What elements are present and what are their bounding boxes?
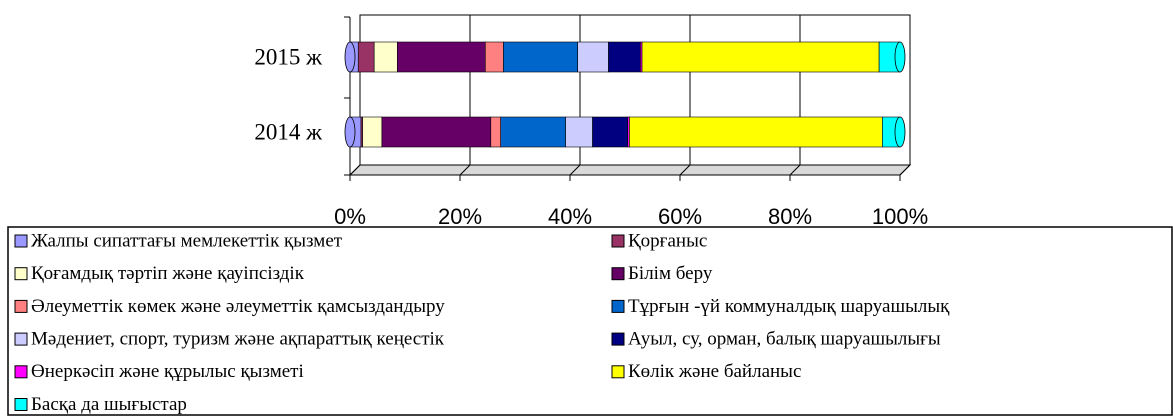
legend-swatch: [14, 234, 28, 248]
legend-swatch: [611, 299, 625, 313]
legend-label: Өнеркәсіп және құрылыс қызметі: [31, 361, 304, 382]
bar-body: [490, 116, 501, 148]
bar-segment: [503, 41, 579, 73]
bar-segment: [362, 116, 383, 148]
legend-label: Әлеуметтік көмек және әлеуметтік қамсызд…: [31, 296, 445, 317]
bar-body: [381, 116, 492, 148]
grid-line: [899, 15, 911, 176]
legend-swatch: [14, 299, 28, 313]
x-tick-label: 80%: [768, 204, 812, 229]
legend-label: Көлік және байланыс: [628, 361, 801, 382]
legend-box: [7, 226, 1173, 416]
bar-body: [484, 41, 504, 73]
legend-label: Ауыл, су, орман, балық шаруашылығы: [628, 328, 941, 349]
legend-swatch: [611, 267, 625, 281]
legend-swatch: [14, 398, 28, 411]
y-tick-label: 2015 ж: [254, 44, 322, 69]
bar-body: [577, 41, 609, 73]
floor: [348, 164, 912, 176]
bar-segment: [396, 41, 486, 73]
bar-segment: [490, 116, 501, 148]
bar-body: [503, 41, 579, 73]
bar-segment: [357, 41, 375, 73]
bar-body: [357, 41, 375, 73]
legend-swatch: [14, 332, 28, 346]
bar-segment: [500, 116, 566, 148]
bar-segment: [484, 41, 504, 73]
grid-line: [349, 15, 361, 176]
bar-segment: [608, 41, 641, 73]
bar-body: [500, 116, 566, 148]
bar-base: [344, 41, 356, 73]
bar-segment: [629, 116, 883, 148]
bar-segment: [381, 116, 492, 148]
bar-body: [629, 116, 883, 148]
bar-cap: [894, 41, 906, 73]
bar-segment: [565, 116, 593, 148]
legend-label: Мәдениет, спорт, туризм және ақпараттық …: [31, 328, 445, 349]
x-tick-label: 100%: [872, 204, 928, 229]
legend-label: Қорғаныс: [628, 230, 707, 251]
x-tick-label: 0%: [334, 204, 366, 229]
bar-body: [592, 116, 629, 148]
legend-swatch: [14, 365, 28, 379]
legend-swatch: [611, 365, 625, 379]
bar-cap: [894, 116, 906, 148]
bar-body: [396, 41, 486, 73]
legend-label: Тұрғын -үй коммуналдық шаруашылық: [628, 296, 950, 317]
legend-label: Қоғамдық тәртіп және қауіпсіздік: [31, 263, 305, 284]
bar-body: [373, 41, 398, 73]
y-tick-label: 2014 ж: [254, 119, 322, 144]
legend-swatch: [611, 332, 625, 346]
bar-body: [362, 116, 383, 148]
bar-body: [608, 41, 641, 73]
legend-swatch: [611, 234, 625, 248]
bar-body: [641, 41, 880, 73]
x-tick-label: 20%: [438, 204, 482, 229]
bar-base: [344, 116, 356, 148]
legend-label: Басқа да шығыстар: [31, 394, 187, 415]
legend-swatch: [14, 267, 28, 281]
x-tick-label: 60%: [658, 204, 702, 229]
bar-segment: [592, 116, 629, 148]
legend-label: Жалпы сипаттағы мемлекеттік қызмет: [31, 230, 343, 251]
legend-label: Білім беру: [628, 263, 713, 284]
bar-segment: [641, 41, 880, 73]
bar-segment: [373, 41, 398, 73]
bar-body: [565, 116, 593, 148]
x-tick-label: 40%: [548, 204, 592, 229]
bar-segment: [577, 41, 609, 73]
